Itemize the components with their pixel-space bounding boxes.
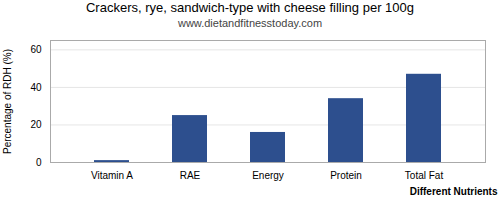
html-text:www.dietandfitnesstoday.com: www.dietandfitnesstoday.com — [178, 17, 322, 29]
svg-text:0: 0 — [36, 157, 42, 168]
svg-text:40: 40 — [30, 82, 42, 93]
svg-text:Percentage of RDH (%): Percentage of RDH (%) — [2, 49, 13, 154]
svg-text:Energy: Energy — [252, 170, 284, 181]
svg-text:20: 20 — [30, 119, 42, 130]
svg-text:60: 60 — [30, 44, 42, 55]
svg-text:Protein: Protein — [330, 170, 362, 181]
svg-text:Total Fat: Total Fat — [405, 170, 444, 181]
html-text:Crackers, rye, sandwich-type w: Crackers, rye, sandwich-type with cheese… — [86, 0, 414, 15]
svg-text:RAE: RAE — [180, 170, 201, 181]
svg-text:Different Nutrients: Different Nutrients — [410, 186, 498, 197]
svg-text:Vitamin A: Vitamin A — [91, 170, 133, 181]
